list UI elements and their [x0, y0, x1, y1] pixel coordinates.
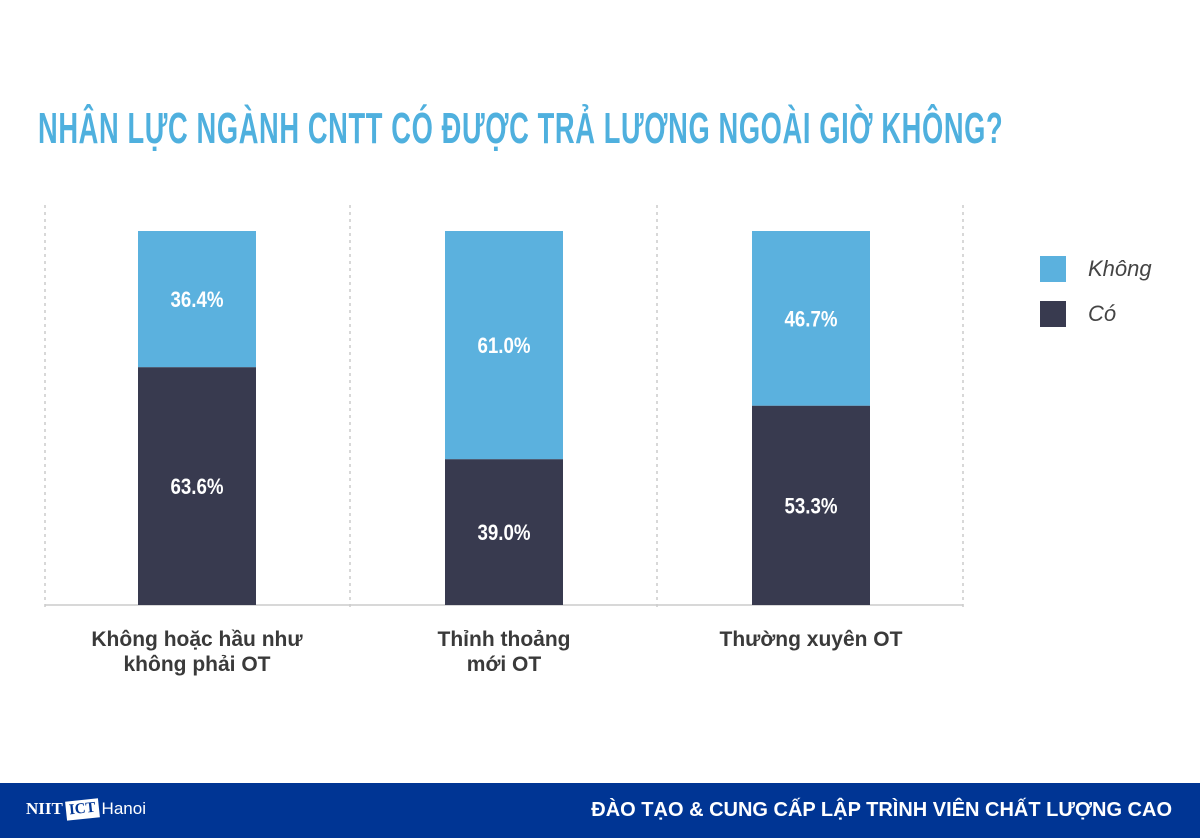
- bar-co: [138, 367, 256, 605]
- niit-ict-hanoi-logo: NIIT ICT Hanoi: [26, 797, 146, 821]
- legend-swatch: [1040, 301, 1066, 327]
- chart-title: NHÂN LỰC NGÀNH CNTT CÓ ĐƯỢC TRẢ LƯƠNG NG…: [38, 104, 1004, 153]
- footer-banner: NIIT ICT Hanoi ĐÀO TẠO & CUNG CẤP LẬP TRÌN…: [0, 783, 1200, 838]
- legend-swatch: [1040, 256, 1066, 282]
- legend-label: Có: [1088, 301, 1117, 326]
- bar-khong: [445, 231, 563, 460]
- legend-label: Không: [1088, 256, 1152, 281]
- data-label: 39.0%: [477, 522, 530, 546]
- category-label: Thường xuyên OT: [719, 628, 903, 651]
- data-label: 61.0%: [477, 335, 530, 359]
- bar-khong: [138, 231, 256, 368]
- stacked-bar-chart: 63.6% 36.4% 39.0% 61.0% 53.3% 46.7%: [44, 205, 964, 610]
- legend-item-khong: Không: [1040, 256, 1152, 282]
- bar-khong: [752, 231, 870, 406]
- footer-slogan: ĐÀO TẠO & CUNG CẤP LẬP TRÌNH VIÊN CHẤT L…: [591, 799, 1172, 821]
- category-label: Không hoặc hầu như không phải OT: [91, 628, 303, 676]
- legend-item-co: Có: [1040, 301, 1116, 327]
- data-label: 63.6%: [170, 476, 223, 500]
- data-label: 36.4%: [170, 289, 223, 313]
- category-label: Thỉnh thoảng mới OT: [437, 628, 571, 676]
- data-label: 53.3%: [784, 495, 837, 519]
- bar-co: [445, 459, 563, 605]
- bar-co: [752, 405, 870, 605]
- data-label: 46.7%: [784, 308, 837, 332]
